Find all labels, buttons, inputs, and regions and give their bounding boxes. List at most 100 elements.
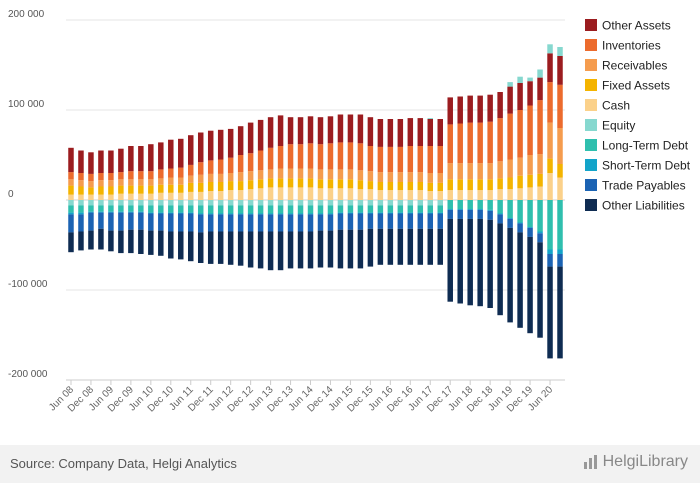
bar-segment: [317, 214, 324, 231]
bar-segment: [237, 200, 244, 206]
legend-swatch: [585, 199, 597, 211]
brand-logo: HelgiLibrary: [583, 453, 688, 471]
bar-segment: [387, 228, 394, 265]
bar-segment: [317, 144, 324, 170]
bar-segment: [417, 118, 424, 146]
bar-segment: [427, 228, 434, 265]
y-tick-label: 100 000: [8, 99, 45, 110]
bar-segment: [507, 86, 513, 114]
bar-segment: [78, 186, 84, 195]
bar-segment: [397, 119, 404, 147]
bar-segment: [88, 205, 94, 212]
bar-segment: [367, 171, 374, 182]
bar-segment: [237, 190, 244, 200]
bar-segment: [138, 193, 144, 200]
legend-label: Inventories: [602, 39, 661, 53]
bar-segment: [257, 205, 264, 214]
bar-segment: [257, 170, 264, 180]
bar-segment: [88, 230, 94, 250]
bar-segment: [307, 116, 314, 144]
bar-segment: [168, 192, 174, 200]
bar-segment: [507, 218, 513, 219]
bar-segment: [467, 209, 473, 210]
bar-segment: [377, 228, 384, 265]
bar-segment: [317, 179, 324, 189]
bar-segment: [357, 143, 364, 171]
bar-segment: [158, 213, 164, 231]
bar-segment: [337, 114, 344, 143]
bar-segment: [128, 205, 134, 212]
bar-segment: [377, 205, 384, 213]
bar-segment: [417, 205, 424, 213]
legend-label: Other Liabilities: [602, 199, 685, 213]
bar-segment: [227, 205, 234, 214]
bar-segment: [297, 213, 304, 215]
legend-label: Long-Term Debt: [602, 139, 689, 153]
bar-segment: [557, 254, 563, 267]
y-tick-label: 0: [8, 189, 14, 200]
bar-segment: [387, 119, 394, 147]
bar-segment: [407, 200, 414, 206]
bar-segment: [267, 205, 274, 214]
bar-segment: [178, 184, 184, 193]
bar-segment: [357, 212, 364, 214]
bar-segment: [287, 168, 294, 179]
bar-segment: [267, 231, 274, 271]
bar-segment: [497, 213, 503, 215]
bar-segment: [158, 230, 164, 256]
bar-segment: [277, 178, 284, 188]
bar-segment: [118, 200, 124, 206]
bar-segment: [128, 200, 134, 206]
bar-segment: [118, 211, 124, 213]
bar-segment: [247, 122, 254, 154]
bar-segment: [178, 167, 184, 178]
bar-segment: [547, 173, 553, 200]
bar-segment: [267, 200, 274, 206]
bar-segment: [497, 161, 503, 179]
bar-segment: [427, 205, 434, 213]
bar-segment: [317, 200, 324, 206]
bar-segment: [207, 213, 214, 215]
bar-segment: [267, 214, 274, 232]
bar-segment: [237, 231, 244, 266]
bar-segment: [457, 163, 463, 180]
bar-segment: [247, 214, 254, 232]
bar-segment: [108, 150, 114, 173]
bar-segment: [337, 188, 344, 200]
bar-segment: [437, 182, 443, 191]
bar-segment: [387, 146, 394, 173]
bar-segment: [78, 194, 84, 200]
bar-segment: [98, 211, 104, 213]
legend-label: Trade Payables: [602, 179, 686, 193]
bar-segment: [217, 129, 224, 160]
bar-segment: [207, 191, 214, 200]
bar-segment: [138, 146, 144, 172]
bar-segment: [188, 212, 194, 214]
bar-segment: [267, 117, 274, 148]
bar-segment: [467, 200, 473, 209]
bar-segment: [347, 212, 354, 214]
bar-segment: [297, 178, 304, 188]
bar-segment: [447, 200, 453, 209]
bar-segment: [287, 178, 294, 188]
bar-segment: [168, 184, 174, 193]
bar-segment: [227, 213, 234, 215]
bar-segment: [527, 227, 533, 228]
bar-segment: [168, 212, 174, 214]
bar-segment: [547, 44, 553, 54]
legend-swatch: [585, 139, 597, 151]
bar-segment: [497, 92, 503, 119]
bar-segment: [267, 169, 274, 179]
bar-segment: [457, 179, 463, 191]
bar-segment: [227, 157, 234, 173]
bar-segment: [387, 182, 394, 191]
bar-segment: [227, 181, 234, 191]
bar-segment: [507, 227, 513, 323]
bar-segment: [188, 231, 194, 262]
bar-segment: [178, 231, 184, 260]
bar-segment: [497, 189, 503, 200]
bar-segment: [547, 200, 553, 250]
bar-segment: [217, 191, 224, 200]
bar-segment: [118, 230, 124, 254]
bar-segment: [148, 213, 154, 231]
